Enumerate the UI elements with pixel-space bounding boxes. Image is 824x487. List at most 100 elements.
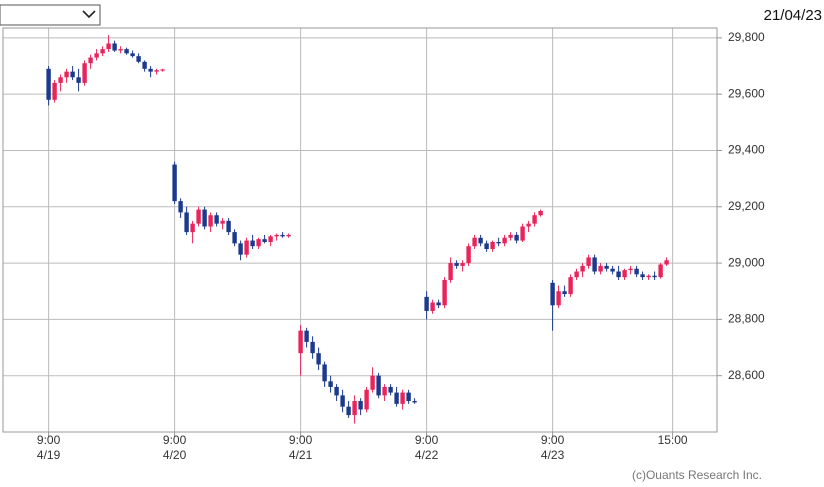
candle-body <box>466 246 471 264</box>
candle-body <box>178 201 183 213</box>
candle-body <box>490 241 495 250</box>
x-tick-label: 9:00 <box>541 433 565 447</box>
candle-body <box>586 257 591 266</box>
candle-body <box>154 70 159 72</box>
x-tick-sublabel: 4/23 <box>541 448 565 462</box>
candle-body <box>298 330 303 354</box>
candle-body <box>532 215 537 224</box>
candle-body <box>88 57 93 64</box>
candle-body <box>286 234 291 237</box>
x-tick-label: 9:00 <box>37 433 61 447</box>
candle-body <box>112 43 117 51</box>
credit: (c)Ouants Research Inc. <box>632 468 762 482</box>
candle-body <box>592 257 597 272</box>
candle-body <box>358 401 363 410</box>
candle-body <box>250 240 255 247</box>
y-tick-label: 29,600 <box>728 86 765 100</box>
candle-body <box>640 274 645 278</box>
candle-body <box>118 49 123 51</box>
candle-body <box>280 234 285 237</box>
candle-body <box>508 234 513 238</box>
candle-body <box>106 43 111 50</box>
x-tick-sublabel: 4/22 <box>415 448 439 462</box>
chart-date: 21/04/23 <box>764 7 822 24</box>
candle-body <box>172 164 177 202</box>
candle-body <box>454 263 459 266</box>
candle-body <box>208 215 213 227</box>
candle-body <box>52 82 57 100</box>
candle-body <box>616 271 621 278</box>
candle-body <box>316 353 321 365</box>
candle-body <box>664 260 669 265</box>
candle-body <box>136 56 141 62</box>
candle-body <box>196 209 201 224</box>
x-tick-label: 9:00 <box>163 433 187 447</box>
candle-body <box>610 268 615 272</box>
candle-body <box>556 291 561 306</box>
select-chevron[interactable] <box>82 10 96 19</box>
candle-body <box>232 232 237 244</box>
y-tick-label: 29,400 <box>728 143 765 157</box>
candle-body <box>448 263 453 280</box>
candle-body <box>130 53 135 57</box>
candle-body <box>124 49 129 54</box>
candle-body <box>214 215 219 224</box>
candle-body <box>148 68 153 72</box>
candle-body <box>76 77 81 83</box>
candle-body <box>322 364 327 382</box>
y-tick-label: 29,800 <box>728 30 765 44</box>
candle-body <box>604 265 609 269</box>
candle-body <box>502 237 507 244</box>
candle-body <box>622 270 627 278</box>
candle-body <box>580 265 585 272</box>
candle-body <box>184 212 189 233</box>
candle-body <box>310 341 315 354</box>
candle-body <box>406 392 411 402</box>
candle-body <box>436 302 441 306</box>
candle-body <box>46 68 51 100</box>
candle-body <box>160 69 165 71</box>
candle-body <box>304 330 309 342</box>
candle-body <box>394 392 399 404</box>
period-select[interactable] <box>0 4 101 26</box>
x-tick-sublabel: 4/21 <box>289 448 313 462</box>
candle-body <box>412 401 417 403</box>
candle-body <box>274 234 279 237</box>
candle-body <box>334 386 339 396</box>
candle-body <box>472 237 477 247</box>
candle-body <box>340 395 345 407</box>
candle-body <box>82 63 87 83</box>
candle-body <box>478 237 483 244</box>
candle-body <box>64 71 69 78</box>
candle-body <box>484 243 489 250</box>
candle-body <box>268 236 273 242</box>
candle-body <box>424 296 429 311</box>
candle-body <box>568 277 573 295</box>
candle-body <box>526 223 531 227</box>
candle-body <box>220 220 225 224</box>
candle-body <box>370 375 375 390</box>
candle-body <box>400 392 405 404</box>
candle-body <box>238 243 243 255</box>
candle-body <box>262 239 267 242</box>
candle-body <box>514 234 519 241</box>
candle-body <box>58 77 63 83</box>
candle-body <box>202 209 207 227</box>
candle-body <box>574 271 579 278</box>
x-tick-label: 15:00 <box>658 433 688 447</box>
y-tick-label: 28,800 <box>728 312 765 326</box>
candle-body <box>442 279 447 306</box>
candle-body <box>382 386 387 396</box>
candle-body <box>244 240 249 255</box>
candle-body <box>352 401 357 416</box>
candle-body <box>550 282 555 306</box>
candle-body <box>94 53 99 58</box>
candle-body <box>562 291 567 295</box>
y-tick-label: 29,000 <box>728 255 765 269</box>
candle-body <box>598 265 603 272</box>
candle-body <box>346 406 351 416</box>
x-tick-label: 9:00 <box>289 433 313 447</box>
candle-body <box>388 386 393 393</box>
